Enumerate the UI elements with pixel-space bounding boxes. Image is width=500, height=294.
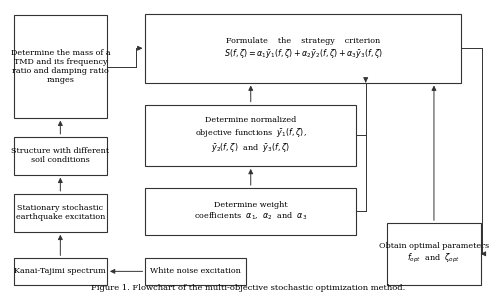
Text: Structure with different
soil conditions: Structure with different soil conditions <box>12 147 110 164</box>
FancyBboxPatch shape <box>14 137 107 175</box>
Text: Formulate    the    strategy    criterion
$S(f,\zeta)=\alpha_1\bar{y}_1(f,\zeta): Formulate the strategy criterion $S(f,\z… <box>224 37 383 60</box>
Text: Figure 1. Flowchart of the multi-objective stochastic optimization method.: Figure 1. Flowchart of the multi-objecti… <box>91 284 406 292</box>
FancyBboxPatch shape <box>146 258 246 285</box>
FancyBboxPatch shape <box>14 15 107 118</box>
FancyBboxPatch shape <box>146 188 356 235</box>
FancyBboxPatch shape <box>387 223 480 285</box>
FancyBboxPatch shape <box>146 105 356 166</box>
Text: Stationary stochastic
earthquake excitation: Stationary stochastic earthquake excitat… <box>16 204 105 221</box>
Text: Kanai-Tajimi spectrum: Kanai-Tajimi spectrum <box>14 267 106 275</box>
Text: Determine the mass of a
TMD and its frequency
ratio and damping ratio
ranges: Determine the mass of a TMD and its freq… <box>10 49 110 84</box>
Text: Obtain optimal parameters
$f_{opt}$  and  $\zeta_{opt}$: Obtain optimal parameters $f_{opt}$ and … <box>379 242 489 265</box>
FancyBboxPatch shape <box>146 14 462 83</box>
Text: Determine weight
coefficients  $\alpha_1$,  $\alpha_2$  and  $\alpha_3$: Determine weight coefficients $\alpha_1$… <box>194 201 308 222</box>
FancyBboxPatch shape <box>14 194 107 232</box>
FancyBboxPatch shape <box>14 258 107 285</box>
Text: Determine normalized
objective functions  $\bar{y}_1(f,\zeta)$,
$\bar{y}_2(f,\ze: Determine normalized objective functions… <box>195 116 306 154</box>
Text: White noise excitation: White noise excitation <box>150 267 241 275</box>
